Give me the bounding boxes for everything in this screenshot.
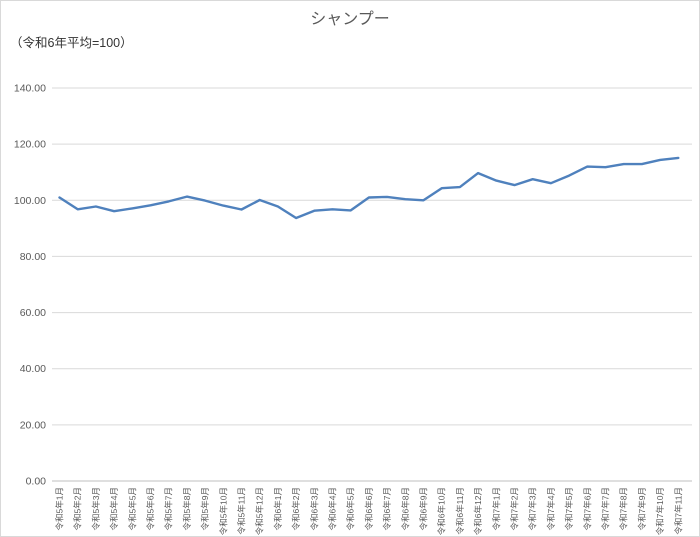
x-tick-label: 令和5年5月 (127, 487, 137, 530)
axis-unit-note: （令和6年平均=100） (10, 35, 133, 50)
x-tick-label: 令和5年9月 (200, 487, 210, 530)
x-tick-label: 令和7年6月 (582, 487, 592, 530)
gridlines (52, 87, 692, 482)
y-tick-label: 40.00 (20, 363, 46, 375)
x-tick-label: 令和6年3月 (309, 487, 319, 530)
x-tick-label: 令和6年11月 (455, 487, 465, 535)
x-tick-label: 令和7年9月 (637, 487, 647, 530)
x-tick-label: 令和6年6月 (364, 487, 374, 530)
x-tick-label: 令和5年4月 (109, 487, 119, 530)
x-tick-label: 令和7年10月 (655, 487, 665, 535)
x-tick-label: 令和5年2月 (73, 487, 83, 530)
x-tick-label: 令和7年8月 (619, 487, 629, 530)
y-tick-label: 60.00 (20, 307, 46, 319)
chart-title: シャンプー (310, 10, 390, 28)
x-tick-label: 令和7年4月 (546, 487, 556, 530)
x-tick-label: 令和7年11月 (673, 487, 683, 535)
x-tick-label: 令和6年4月 (328, 487, 338, 530)
x-tick-label: 令和6年12月 (473, 487, 483, 535)
x-tick-label: 令和7年5月 (564, 487, 574, 530)
y-tick-label: 100.00 (14, 195, 46, 207)
x-tick-label: 令和5年12月 (255, 487, 265, 535)
y-tick-label: 20.00 (20, 419, 46, 431)
y-tick-label: 80.00 (20, 251, 46, 263)
y-tick-label: 140.00 (14, 83, 46, 95)
x-tick-label: 令和7年2月 (510, 487, 520, 530)
x-tick-label: 令和6年8月 (400, 487, 410, 530)
x-tick-label: 令和7年7月 (601, 487, 611, 530)
y-axis-labels: 140.00 120.00 100.00 80.00 60.00 40.00 20.00 0.… (14, 83, 46, 488)
series-line (58, 156, 680, 220)
x-tick-label: 令和6年9月 (419, 487, 429, 530)
x-tick-label: 令和5年6月 (146, 487, 156, 530)
x-tick-label: 令和6年5月 (346, 487, 356, 530)
x-tick-label: 令和6年2月 (291, 487, 301, 530)
x-tick-label: 令和7年3月 (528, 487, 538, 530)
x-tick-label: 令和5年11月 (237, 487, 247, 535)
x-tick-label: 令和5年10月 (218, 487, 228, 535)
x-tick-label: 令和7年1月 (491, 487, 501, 530)
x-tick-label: 令和5年3月 (91, 487, 101, 530)
x-tick-label: 令和6年7月 (382, 487, 392, 530)
x-axis-labels: 令和5年1月 令和5年2月 令和5年3月 令和5年4月 令和5年5月 令和5年6月 令和5年… (55, 487, 684, 535)
x-tick-label: 令和5年7月 (164, 487, 174, 530)
x-tick-label: 令和6年10月 (437, 487, 447, 535)
y-tick-label: 120.00 (14, 139, 46, 151)
x-tick-label: 令和5年8月 (182, 487, 192, 530)
y-tick-label: 0.00 (26, 476, 47, 488)
x-tick-label: 令和5年1月 (55, 487, 65, 530)
x-tick-label: 令和6年1月 (273, 487, 283, 530)
